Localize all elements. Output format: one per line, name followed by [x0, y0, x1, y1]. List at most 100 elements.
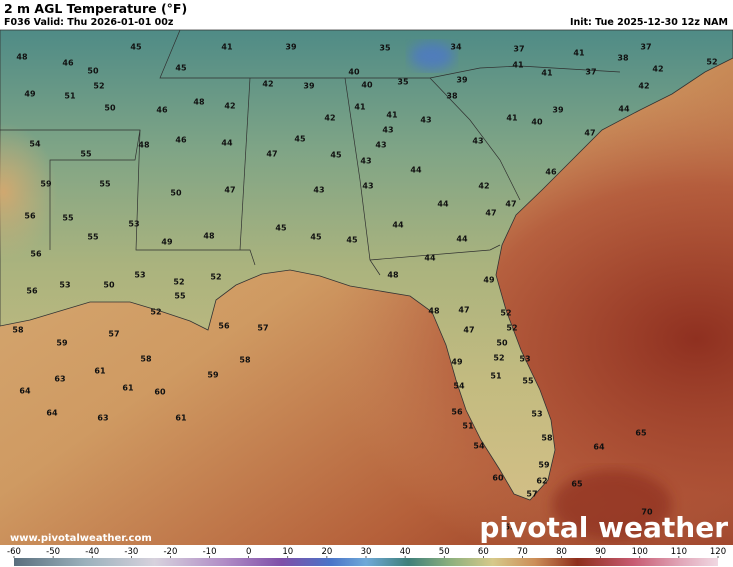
temperature-label: 44: [456, 235, 468, 244]
temperature-label: 53: [134, 271, 145, 280]
temperature-label: 41: [506, 114, 518, 123]
colorbar-tick-label: -30: [124, 547, 138, 557]
temperature-label: 42: [638, 82, 649, 91]
temperature-label: 47: [224, 186, 235, 195]
temperature-label: 52: [506, 324, 517, 333]
temperature-label: 47: [266, 150, 277, 159]
temperature-label: 35: [379, 44, 391, 53]
temperature-label: 55: [87, 233, 99, 242]
temperature-label: 49: [451, 358, 463, 367]
temperature-label: 52: [150, 308, 161, 317]
warm-patch: [552, 470, 672, 540]
temperature-label: 61: [175, 414, 187, 423]
temperature-label: 55: [174, 292, 186, 301]
temperature-label: 57: [108, 330, 119, 339]
temperature-label: 48: [138, 141, 150, 150]
temperature-label: 46: [175, 136, 187, 145]
temperature-label: 44: [437, 200, 449, 209]
temperature-label: 42: [224, 102, 235, 111]
temperature-label: 50: [87, 67, 99, 76]
temperature-label: 58: [140, 355, 152, 364]
colorbar-ticks: -60 -50 -40 -30 -20 -10 0 10 20 30 40 50 60 70 80 90 100…: [7, 547, 726, 558]
temperature-label: 56: [218, 322, 230, 331]
temperature-label: 44: [392, 221, 404, 230]
colorbar-tick-label: -20: [163, 547, 177, 557]
temperature-label: 50: [170, 189, 182, 198]
temperature-label: 52: [493, 354, 504, 363]
temperature-label: 38: [617, 54, 629, 63]
valid-time: F036 Valid: Thu 2026-01-01 00z: [4, 17, 174, 28]
temperature-label: 58: [541, 434, 553, 443]
temperature-label: 40: [531, 118, 543, 127]
temperature-label: 51: [490, 372, 502, 381]
colorbar-tick-label: 60: [478, 547, 489, 557]
title: 2 m AGL Temperature (°F): [4, 1, 187, 16]
temperature-label: 60: [492, 474, 504, 483]
temperature-label: 46: [156, 106, 168, 115]
temperature-label: 45: [310, 233, 322, 242]
temperature-label: 52: [93, 82, 104, 91]
colorbar-tick-label: 120: [710, 547, 726, 557]
temperature-label: 43: [362, 182, 373, 191]
temperature-label: 49: [161, 238, 173, 247]
temperature-label: 41: [221, 43, 233, 52]
temperature-label: 59: [538, 461, 550, 470]
temperature-label: 48: [428, 307, 440, 316]
colorbar-tick-label: 80: [556, 547, 567, 557]
temperature-label: 63: [504, 523, 515, 532]
init-time: Init: Tue 2025-12-30 12z NAM: [570, 17, 728, 28]
temperature-label: 40: [348, 68, 360, 77]
temperature-label: 47: [463, 326, 474, 335]
temperature-label: 49: [483, 276, 495, 285]
temperature-label: 39: [303, 82, 315, 91]
temperature-label: 55: [80, 150, 92, 159]
temperature-label: 60: [154, 388, 166, 397]
temperature-label: 64: [46, 409, 58, 418]
temperature-label: 38: [446, 92, 458, 101]
temperature-label: 43: [420, 116, 431, 125]
temperature-label: 47: [458, 306, 469, 315]
temperature-label: 45: [175, 64, 187, 73]
temperature-label: 44: [424, 254, 436, 263]
temperature-label: 52: [500, 309, 511, 318]
temperature-label: 62: [536, 477, 547, 486]
temperature-label: 45: [346, 236, 358, 245]
colorbar-tick-label: -50: [46, 547, 60, 557]
temperature-label: 45: [275, 224, 287, 233]
temperature-label: 44: [618, 105, 630, 114]
colorbar-tick-label: 100: [632, 547, 648, 557]
colorbar-tick-label: -10: [203, 547, 217, 557]
temperature-label: 55: [62, 214, 74, 223]
temperature-label: 42: [324, 114, 335, 123]
temperature-label: 51: [64, 92, 76, 101]
colorbar-tick-label: 0: [246, 547, 251, 557]
temperature-label: 61: [94, 367, 106, 376]
source-url: www.pivotalweather.com: [10, 533, 152, 544]
temperature-label: 50: [496, 339, 508, 348]
temperature-label: 45: [330, 151, 342, 160]
temperature-label: 42: [478, 182, 489, 191]
temperature-label: 63: [97, 414, 108, 423]
colorbar-tick-label: 50: [439, 547, 450, 557]
temperature-label: 42: [262, 80, 273, 89]
temperature-label: 56: [24, 212, 36, 221]
temperature-label: 45: [294, 135, 306, 144]
temperature-labels: 48 46 50 52 49 51 50 45 45 41 39 35 34 37 41 37 38 52 42 41…: [12, 43, 717, 532]
temperature-label: 52: [173, 278, 184, 287]
temperature-label: 58: [239, 356, 251, 365]
temperature-label: 48: [203, 232, 215, 241]
colorbar: [14, 558, 718, 566]
temperature-label: 39: [456, 76, 468, 85]
temperature-label: 46: [545, 168, 557, 177]
temperature-label: 63: [54, 375, 65, 384]
temperature-label: 61: [122, 384, 134, 393]
temperature-label: 40: [361, 81, 373, 90]
temperature-label: 39: [552, 106, 564, 115]
colorbar-tick-label: -60: [7, 547, 21, 557]
logo: pivotal weather: [479, 511, 728, 544]
temperature-label: 41: [354, 103, 366, 112]
temperature-label: 37: [585, 68, 596, 77]
temperature-label: 59: [56, 339, 68, 348]
temperature-label: 48: [16, 53, 28, 62]
temperature-label: 43: [313, 186, 324, 195]
